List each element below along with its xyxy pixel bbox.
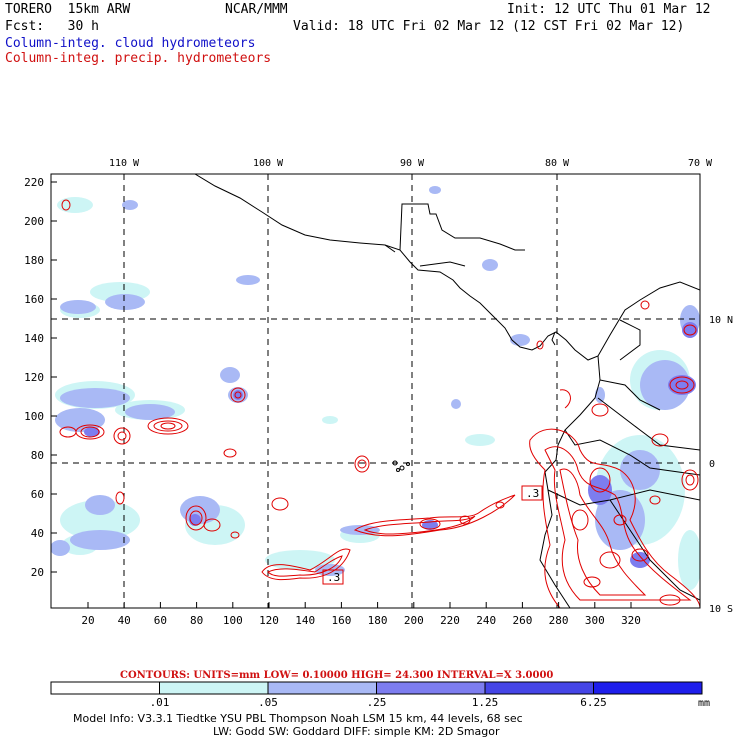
x-tick-label: 200 <box>404 614 424 627</box>
y-tick-label: 220 <box>24 176 44 189</box>
svg-text:.3: .3 <box>327 571 340 584</box>
colorbar-swatch <box>376 681 486 695</box>
x-tick-label: 300 <box>585 614 605 627</box>
colorbar-labels: .01 .05 .25 1.25 6.25 <box>150 696 607 709</box>
y-tick-label: 160 <box>24 293 44 306</box>
x-tick-label: 320 <box>621 614 641 627</box>
x-tick-label: 180 <box>368 614 388 627</box>
y-tick-label: 40 <box>31 527 44 540</box>
init-time: Init: 12 UTC Thu 01 Mar 12 <box>507 2 711 17</box>
colorbar-swatch <box>484 681 594 695</box>
box-label-1: .3 <box>322 569 344 585</box>
colorbar-swatch <box>267 681 377 695</box>
x-tick-label: 260 <box>512 614 532 627</box>
field-precip-label: Column-integ. precip. hydrometeors <box>5 51 272 66</box>
top-lon-labels: 110 W 100 W 90 W 80 W 70 W <box>109 158 713 169</box>
x-tick-label: 120 <box>259 614 279 627</box>
y-tick-label: 200 <box>24 215 44 228</box>
colorbar-units: mm <box>698 698 710 709</box>
x-tick-label: 80 <box>190 614 203 627</box>
colorbar-swatch <box>593 681 703 695</box>
lon-label: 70 W <box>688 158 713 169</box>
y-tick-label: 120 <box>24 371 44 384</box>
x-tick-label: 60 <box>154 614 167 627</box>
box-label-2: .3 <box>521 485 543 501</box>
shaded-hydrometeors: .3 .3 <box>51 174 700 608</box>
right-lat-labels: 10 N 0 10 S <box>709 315 733 615</box>
model-title: TORERO 15km ARW <box>5 2 131 17</box>
galapagos-islands <box>392 460 410 472</box>
graticule <box>51 174 700 608</box>
valid-time: Valid: 18 UTC Fri 02 Mar 12 (12 CST Fri … <box>293 19 685 34</box>
y-tick-label: 20 <box>31 566 44 579</box>
x-tick-labels: 20 40 60 80 100 120 140 160 180 200 220 240 260 280 30… <box>81 614 641 627</box>
precip-contours <box>59 199 700 608</box>
lon-label: 80 W <box>545 158 570 169</box>
x-tick-label: 100 <box>223 614 243 627</box>
colorbar-swatch <box>159 681 269 695</box>
colorbar-label: 6.25 <box>580 696 607 709</box>
tick-marks <box>51 181 632 608</box>
x-tick-label: 220 <box>440 614 460 627</box>
x-tick-label: 280 <box>549 614 569 627</box>
y-tick-label: 180 <box>24 254 44 267</box>
footer-line1: Model Info: V3.3.1 Tiedtke YSU PBL Thomp… <box>73 712 523 725</box>
x-tick-label: 160 <box>331 614 351 627</box>
org-title: NCAR/MMM <box>225 2 288 17</box>
x-tick-label: 20 <box>81 614 94 627</box>
lat-label: 10 N <box>709 315 733 326</box>
colorbar-swatch <box>50 681 160 695</box>
y-tick-label: 100 <box>24 410 44 423</box>
lon-label: 100 W <box>253 158 284 169</box>
colorbar-label: .01 <box>150 696 170 709</box>
lon-label: 90 W <box>400 158 425 169</box>
svg-text:.3: .3 <box>526 487 539 500</box>
field-cloud-label: Column-integ. cloud hydrometeors <box>5 36 256 51</box>
x-tick-label: 140 <box>295 614 315 627</box>
lat-label: 10 S <box>709 604 733 615</box>
coastlines <box>194 174 700 608</box>
footer-line2: LW: Godd SW: Goddard DIFF: simple KM: 2D… <box>213 725 500 738</box>
plot-frame <box>50 173 701 609</box>
lat-label: 0 <box>709 459 715 470</box>
lon-label: 110 W <box>109 158 140 169</box>
forecast-hour: Fcst: 30 h <box>5 19 99 34</box>
y-tick-label: 80 <box>31 449 44 462</box>
colorbar-label: .25 <box>367 696 387 709</box>
y-tick-label: 60 <box>31 488 44 501</box>
colorbar-label: .05 <box>258 696 278 709</box>
colorbar-label: 1.25 <box>472 696 499 709</box>
colorbar <box>50 681 703 695</box>
x-tick-label: 40 <box>118 614 131 627</box>
y-tick-labels: 220 200 180 160 140 120 100 80 60 40 20 <box>24 176 44 579</box>
y-tick-label: 140 <box>24 332 44 345</box>
contours-info: CONTOURS: UNITS=mm LOW= 0.10000 HIGH= 24… <box>120 670 553 681</box>
x-tick-label: 240 <box>476 614 496 627</box>
